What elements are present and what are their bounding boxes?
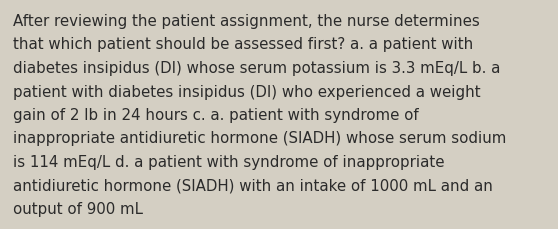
Text: output of 900 mL: output of 900 mL [13,201,143,216]
Text: patient with diabetes insipidus (DI) who experienced a weight: patient with diabetes insipidus (DI) who… [13,84,480,99]
Text: After reviewing the patient assignment, the nurse determines: After reviewing the patient assignment, … [13,14,480,29]
Text: is 114 mEq/L d. a patient with syndrome of inappropriate: is 114 mEq/L d. a patient with syndrome … [13,154,445,169]
Text: diabetes insipidus (DI) whose serum potassium is 3.3 mEq/L b. a: diabetes insipidus (DI) whose serum pota… [13,61,501,76]
Text: gain of 2 lb in 24 hours c. a. patient with syndrome of: gain of 2 lb in 24 hours c. a. patient w… [13,108,418,123]
Text: inappropriate antidiuretic hormone (SIADH) whose serum sodium: inappropriate antidiuretic hormone (SIAD… [13,131,506,146]
Text: that which patient should be assessed first? a. a patient with: that which patient should be assessed fi… [13,37,473,52]
Text: antidiuretic hormone (SIADH) with an intake of 1000 mL and an: antidiuretic hormone (SIADH) with an int… [13,178,493,193]
